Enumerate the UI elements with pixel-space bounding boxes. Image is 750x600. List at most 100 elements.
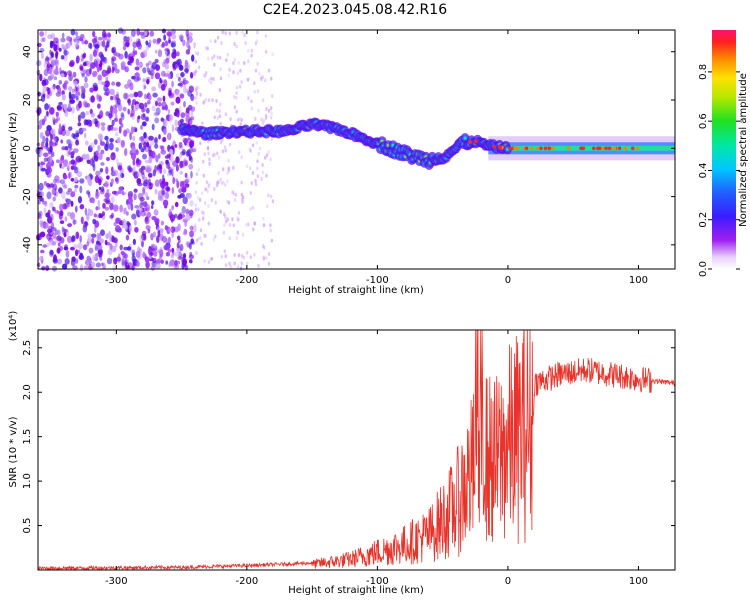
heatmap-cell bbox=[264, 34, 268, 38]
heatmap-cell bbox=[47, 209, 51, 215]
heatmap-cell bbox=[109, 138, 114, 143]
heatmap-cell bbox=[253, 221, 256, 226]
heatmap-cell bbox=[88, 247, 94, 254]
heatmap-cell bbox=[592, 146, 596, 151]
heatmap-cell bbox=[178, 34, 184, 41]
heatmap-cell bbox=[173, 251, 179, 257]
heatmap-cell bbox=[635, 146, 640, 151]
x-tick-label: -300 bbox=[105, 576, 128, 587]
heatmap-cell bbox=[154, 188, 158, 195]
heatmap-cell bbox=[179, 80, 184, 88]
heatmap-cell bbox=[171, 247, 175, 253]
heatmap-cell bbox=[139, 197, 145, 202]
heatmap-cell bbox=[100, 162, 105, 166]
heatmap-cell bbox=[195, 100, 198, 105]
heatmap-cell bbox=[262, 223, 266, 228]
heatmap-cell bbox=[134, 205, 140, 209]
heatmap-cell bbox=[105, 76, 109, 82]
heatmap-cell bbox=[162, 136, 167, 143]
heatmap-cell bbox=[146, 142, 150, 148]
heatmap-cell bbox=[156, 235, 160, 243]
heatmap-cell bbox=[233, 198, 237, 202]
x-tick-label: -100 bbox=[366, 275, 389, 286]
heatmap-cell bbox=[199, 228, 203, 233]
heatmap-cell bbox=[98, 206, 101, 211]
heatmap-cell bbox=[225, 58, 228, 63]
heatmap-cell bbox=[48, 229, 54, 237]
heatmap-cell bbox=[194, 223, 197, 227]
heatmap-cell bbox=[194, 203, 197, 208]
heatmap-cell bbox=[204, 97, 208, 102]
heatmap-cell bbox=[157, 49, 163, 58]
heatmap-cell bbox=[265, 173, 268, 178]
heatmap-cell bbox=[188, 242, 192, 250]
heatmap-cell bbox=[223, 223, 226, 227]
heatmap-cell bbox=[219, 55, 222, 60]
heatmap-cell bbox=[64, 109, 69, 117]
heatmap-cell bbox=[226, 199, 229, 204]
heatmap-cell bbox=[151, 61, 158, 70]
heatmap-cell bbox=[262, 223, 266, 228]
heatmap-cell bbox=[38, 199, 41, 205]
heatmap-cell bbox=[46, 165, 51, 174]
heatmap-cell bbox=[242, 255, 245, 260]
heatmap-cell bbox=[151, 105, 156, 112]
heatmap-cell bbox=[90, 261, 96, 268]
heatmap-cell bbox=[75, 130, 80, 138]
heatmap-cell bbox=[513, 146, 517, 151]
heatmap-cell bbox=[131, 103, 134, 111]
heatmap-cell bbox=[267, 68, 271, 73]
heatmap-cell bbox=[163, 168, 167, 175]
heatmap-cell bbox=[117, 27, 124, 34]
heatmap-cell bbox=[184, 80, 189, 84]
heatmap-cell bbox=[151, 200, 155, 206]
heatmap-cell bbox=[129, 35, 133, 43]
heatmap-cell bbox=[245, 250, 249, 255]
heatmap-cell bbox=[174, 119, 178, 127]
heatmap-cell bbox=[101, 262, 104, 267]
heatmap-cell bbox=[100, 186, 105, 193]
heatmap-cell bbox=[220, 254, 224, 259]
heatmap-cell bbox=[241, 197, 244, 202]
heatmap-cell bbox=[188, 37, 193, 44]
heatmap-cell bbox=[601, 146, 605, 151]
heatmap-cell bbox=[210, 76, 213, 81]
spectrogram-y-axis-label: Frequency (Hz) bbox=[8, 112, 19, 188]
heatmap-cell bbox=[171, 80, 174, 88]
heatmap-cell bbox=[155, 154, 159, 163]
y-tick-label: -40 bbox=[22, 237, 33, 253]
heatmap-cell bbox=[262, 244, 265, 248]
heatmap-cell bbox=[152, 257, 157, 264]
heatmap-cell bbox=[189, 230, 194, 238]
heatmap-cell bbox=[551, 146, 556, 151]
heatmap-cell bbox=[89, 62, 93, 71]
heatmap-cell bbox=[63, 184, 68, 189]
heatmap-cell bbox=[185, 29, 189, 38]
heatmap-cell bbox=[516, 146, 520, 151]
heatmap-cell bbox=[165, 251, 170, 257]
colorbar-tick-label: 0.6 bbox=[698, 113, 709, 129]
heatmap-cell bbox=[147, 100, 151, 105]
snr-y-axis-label: SNR (10 * v/v) bbox=[8, 416, 19, 487]
heatmap-cell bbox=[142, 181, 148, 187]
heatmap-cell bbox=[251, 143, 255, 148]
heatmap-cell bbox=[132, 262, 136, 267]
heatmap-cell bbox=[200, 191, 204, 196]
heatmap-cell bbox=[47, 225, 53, 230]
heatmap-cell bbox=[119, 244, 123, 251]
heatmap-cell bbox=[40, 167, 47, 172]
heatmap-cell bbox=[204, 73, 207, 78]
heatmap-cell bbox=[250, 53, 253, 58]
heatmap-cell bbox=[162, 199, 169, 207]
heatmap-cell bbox=[164, 181, 169, 187]
heatmap-cell bbox=[168, 87, 172, 94]
heatmap-cell bbox=[130, 152, 137, 160]
heatmap-cell bbox=[224, 31, 227, 36]
heatmap-cell bbox=[40, 191, 44, 198]
heatmap-cell bbox=[155, 263, 161, 269]
heatmap-cell bbox=[95, 252, 99, 257]
heatmap-cell bbox=[252, 227, 255, 232]
heatmap-cell bbox=[105, 139, 109, 148]
heatmap-cell bbox=[189, 225, 194, 231]
heatmap-cell bbox=[53, 44, 58, 52]
